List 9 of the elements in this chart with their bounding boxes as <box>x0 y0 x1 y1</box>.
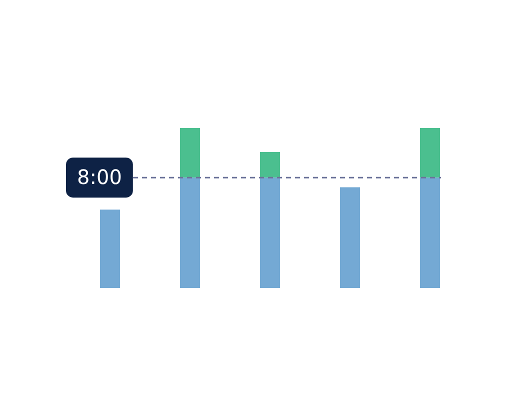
bar <box>340 187 360 288</box>
bar <box>420 178 440 288</box>
bar <box>260 178 280 288</box>
bar <box>420 128 440 178</box>
bar <box>260 152 280 178</box>
bar <box>180 128 200 178</box>
bar <box>180 178 200 288</box>
bar <box>100 210 120 288</box>
annotation: 8:00 <box>76 164 122 189</box>
